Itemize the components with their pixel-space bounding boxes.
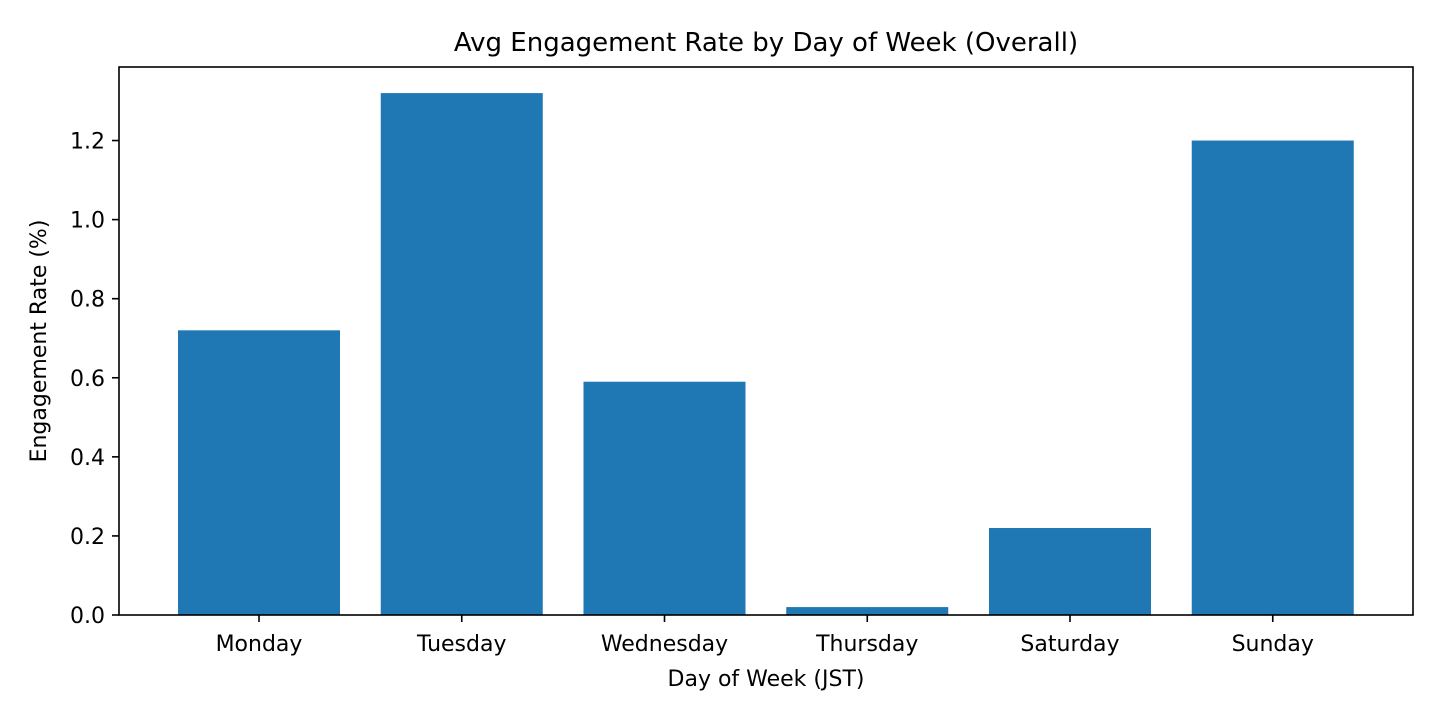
- y-tick-label: 0.4: [70, 446, 105, 471]
- x-axis: Monday Tuesday Wednesday Thursday Saturday Su…: [216, 615, 1314, 657]
- y-tick-label: 0.8: [70, 288, 105, 313]
- x-tick-label: Monday: [216, 632, 303, 657]
- bar-wednesday: [583, 381, 746, 615]
- chart-title: Avg Engagement Rate by Day of Week (Over…: [454, 28, 1078, 58]
- y-tick-label: 0.6: [70, 367, 105, 392]
- x-tick-label: Sunday: [1232, 632, 1314, 657]
- y-tick-label: 1.0: [70, 209, 105, 234]
- bar-saturday: [989, 528, 1151, 615]
- y-axis-title: Engagement Rate (%): [27, 220, 52, 463]
- y-tick-label: 1.2: [70, 130, 105, 155]
- x-tick-label: Saturday: [1020, 632, 1119, 657]
- y-tick-label: 0.0: [70, 604, 105, 629]
- bar-thursday: [786, 607, 949, 615]
- x-tick-label: Tuesday: [416, 632, 507, 657]
- bars-layer: [178, 93, 1354, 616]
- x-tick-label: Thursday: [815, 632, 918, 657]
- x-tick-label: Wednesday: [601, 632, 728, 657]
- bar-tuesday: [380, 93, 543, 616]
- bar-monday: [178, 330, 340, 615]
- plot-frame: [118, 66, 1414, 616]
- y-axis: 0.0 0.2 0.4 0.6 0.8 1.0 1.2: [70, 130, 119, 629]
- x-axis-title: Day of Week (JST): [668, 667, 865, 692]
- bar-sunday: [1191, 140, 1354, 616]
- y-tick-label: 0.2: [70, 525, 105, 550]
